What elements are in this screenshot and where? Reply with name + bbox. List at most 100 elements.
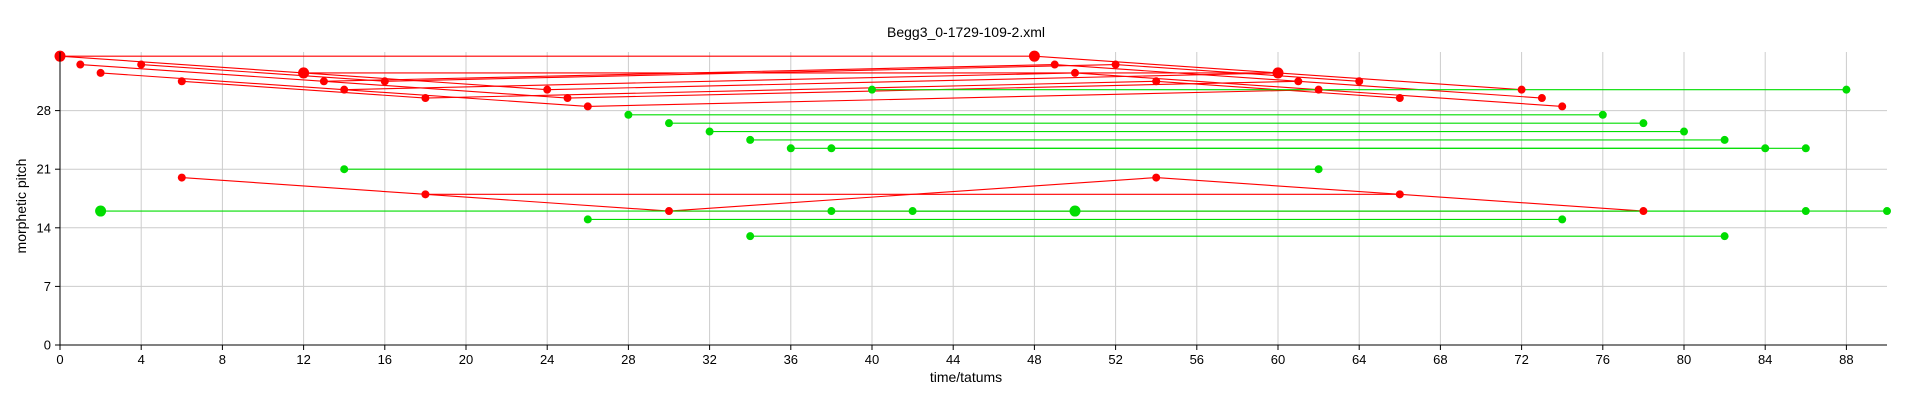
x-tick-label: 68 [1433, 352, 1447, 367]
x-tick-label: 84 [1758, 352, 1772, 367]
axes: 0 4 8 12 16 20 24 28 32 36 40 44 48 52 56 60 64 68 72 76 80 8… [37, 52, 1887, 367]
red-connection-line [1074, 72, 1319, 91]
green-data-point [1069, 205, 1081, 217]
x-tick-label: 80 [1677, 352, 1691, 367]
red-connection-line [425, 80, 1157, 99]
red-connection-line [100, 72, 345, 91]
red-connection-line [344, 89, 588, 107]
red-connection-line [80, 64, 324, 82]
red-data-point [1639, 207, 1648, 216]
red-data-point [340, 85, 349, 94]
red-connection-line [1054, 64, 1299, 82]
green-data-point [340, 165, 349, 174]
red-data-point [1028, 50, 1040, 62]
red-connection-line [181, 80, 426, 99]
red-data-point [543, 85, 552, 94]
red-data-point [583, 102, 592, 111]
y-tick-label: 21 [37, 162, 51, 177]
red-data-point [1395, 94, 1404, 103]
red-data-point [96, 68, 105, 77]
y-tick-label: 7 [44, 279, 51, 294]
red-data-point [298, 67, 310, 79]
green-data-point [1842, 85, 1851, 94]
green-data-point [827, 144, 836, 153]
red-connection-line [1034, 55, 1279, 74]
x-tick-label: 12 [296, 352, 310, 367]
x-tick-label: 28 [621, 352, 635, 367]
green-data-point [1883, 207, 1891, 216]
red-data-point [1050, 60, 1059, 69]
green-data-point [1801, 144, 1810, 153]
red-connection-line [59, 55, 304, 74]
green-data-point [868, 85, 876, 94]
red-connection-line [587, 89, 1319, 107]
red-data-point [1537, 94, 1546, 103]
red-connection-line [1399, 193, 1644, 212]
red-connection-line [1277, 72, 1522, 91]
x-tick-label: 40 [865, 352, 879, 367]
red-data-point [177, 77, 186, 86]
x-tick-label: 36 [784, 352, 798, 367]
green-data-point [1598, 110, 1607, 119]
green-data-point [1680, 127, 1688, 136]
x-tick-label: 56 [1190, 352, 1204, 367]
y-tick-label: 28 [37, 103, 51, 118]
green-data-point [1314, 165, 1323, 174]
green-data-point [1639, 119, 1648, 128]
red-data-point [76, 60, 85, 69]
x-axis-title: time/tatums [930, 369, 1002, 385]
red-connection-line [303, 72, 548, 91]
red-connection-line [344, 72, 1076, 91]
green-data-point [786, 144, 795, 153]
red-data-point [380, 77, 389, 86]
red-connection-line [141, 64, 385, 82]
green-data-point [95, 205, 107, 217]
green-data-point [624, 110, 633, 119]
x-tick-label: 0 [56, 352, 63, 367]
y-tick-label: 0 [44, 338, 51, 353]
red-connection-line [425, 193, 670, 212]
y-tick-label: 14 [37, 220, 51, 235]
x-tick-label: 20 [459, 352, 473, 367]
red-data-point [421, 190, 430, 199]
x-tick-label: 44 [946, 352, 960, 367]
red-connection-line [1115, 64, 1360, 82]
data-points [54, 50, 1891, 241]
red-connection-line [384, 64, 1116, 82]
x-tick-label: 72 [1514, 352, 1528, 367]
green-data-point [746, 135, 755, 144]
red-data-point [177, 173, 186, 182]
red-data-point [319, 77, 328, 86]
x-tick-label: 60 [1271, 352, 1285, 367]
y-axis-title: morphetic pitch [13, 159, 29, 254]
red-connection-line [1318, 89, 1563, 107]
red-connection-line [323, 64, 1055, 82]
x-tick-label: 48 [1027, 352, 1041, 367]
red-data-point [1111, 60, 1120, 69]
red-data-point [1071, 68, 1079, 77]
red-connection-line [181, 177, 426, 195]
red-data-point [1294, 77, 1303, 86]
green-data-point [665, 119, 673, 128]
red-data-point [1314, 85, 1323, 94]
green-data-point [1720, 232, 1729, 241]
x-tick-label: 52 [1108, 352, 1122, 367]
x-tick-label: 4 [138, 352, 145, 367]
chart-title: Begg3_0-1729-109-2.xml [887, 24, 1045, 40]
red-data-point [1355, 77, 1364, 86]
red-data-point [1558, 102, 1567, 111]
x-tick-label: 16 [378, 352, 392, 367]
green-data-point [1801, 207, 1810, 216]
x-tick-label: 64 [1352, 352, 1366, 367]
green-data-point [1558, 215, 1567, 224]
red-data-point [665, 207, 673, 216]
red-data-point [1517, 85, 1526, 94]
x-tick-label: 88 [1839, 352, 1853, 367]
red-data-point [1272, 67, 1284, 79]
green-data-point [583, 215, 592, 224]
green-data-point [827, 207, 836, 216]
green-data-point [1761, 144, 1770, 153]
red-connection-line [547, 72, 1279, 91]
x-tick-label: 24 [540, 352, 554, 367]
